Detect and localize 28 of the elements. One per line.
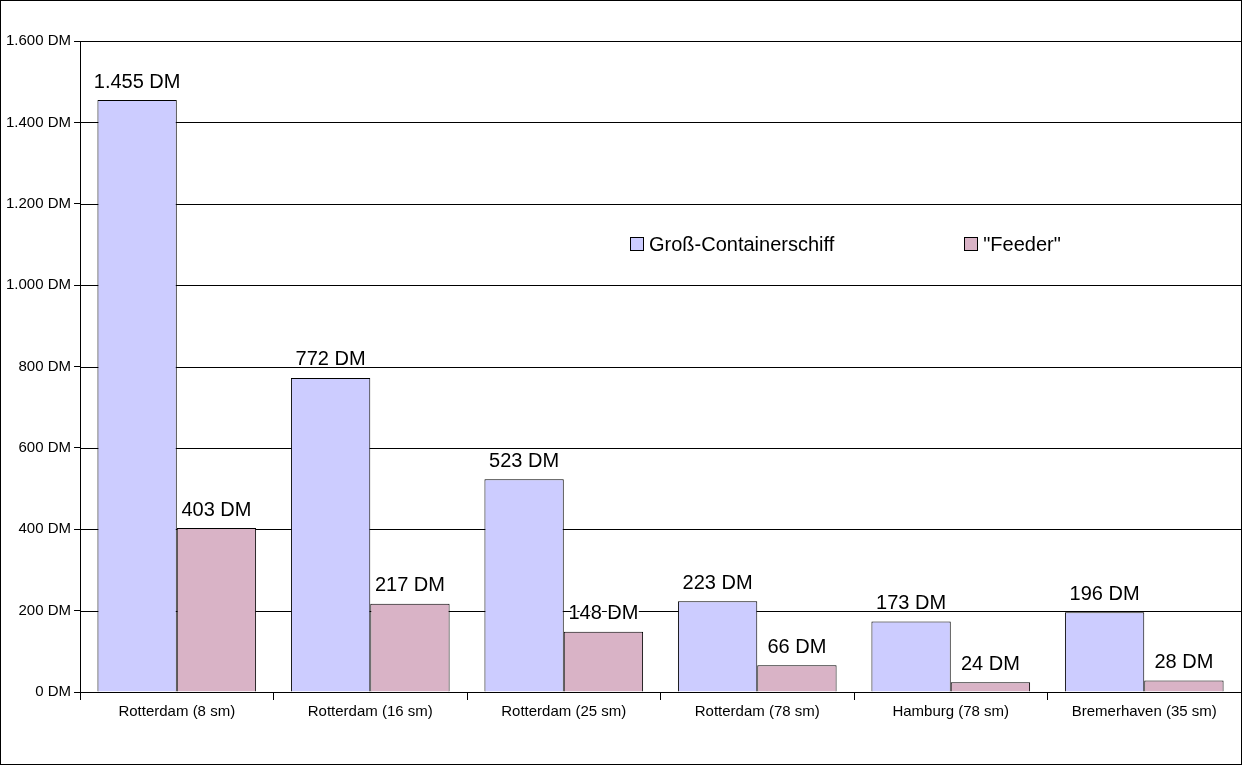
y-tick-label: 400 DM — [18, 519, 72, 537]
y-tick-label: 1.400 DM — [5, 112, 72, 130]
y-tick-label: 600 DM — [18, 438, 72, 456]
data-label: 24 DM — [960, 651, 1020, 674]
y-tick-label: 0 DM — [35, 682, 72, 700]
data-label: 66 DM — [767, 634, 827, 657]
data-label: 772 DM — [295, 347, 366, 370]
data-label: 28 DM — [1154, 650, 1214, 673]
x-tick-label: Bremerhaven (35 sm) — [1071, 702, 1217, 720]
y-tick-label: 1.000 DM — [5, 275, 72, 293]
data-label: 1.455 DM — [93, 69, 181, 92]
x-tick-label: Rotterdam (78 sm) — [694, 702, 820, 720]
data-label: 223 DM — [682, 570, 753, 593]
data-label: 523 DM — [489, 448, 560, 471]
data-label: 196 DM — [1069, 581, 1140, 604]
x-tick-label: Rotterdam (8 sm) — [118, 702, 236, 720]
y-tick-label: 1.200 DM — [5, 193, 72, 211]
x-tick-label: Hamburg (78 sm) — [892, 702, 1010, 720]
data-label: 173 DM — [876, 591, 947, 614]
x-tick-label: Rotterdam (25 sm) — [501, 702, 627, 720]
legend-label: "Feeder" — [983, 232, 1061, 256]
legend-label: Groß-Containerschiff — [649, 232, 835, 256]
x-tick-label: Rotterdam (16 sm) — [307, 702, 433, 720]
data-label: 403 DM — [181, 497, 252, 520]
y-tick-label: 200 DM — [18, 600, 72, 618]
y-tick-label: 1.600 DM — [5, 31, 72, 49]
y-tick-label: 800 DM — [18, 356, 72, 374]
data-label: 217 DM — [374, 573, 445, 596]
